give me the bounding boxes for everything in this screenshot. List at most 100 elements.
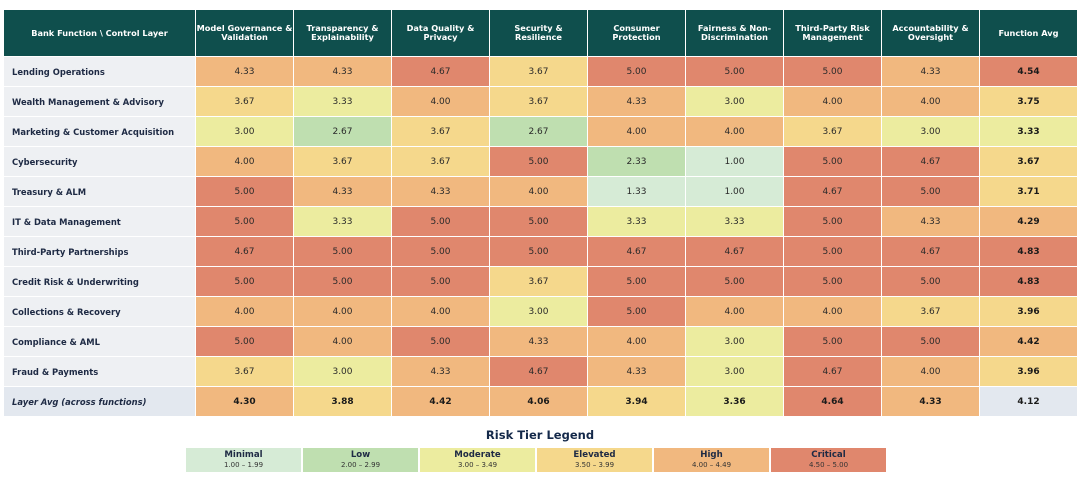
column-header: Consumer Protection: [587, 9, 686, 57]
corner-header: Bank Function \ Control Layer: [3, 9, 196, 57]
legend-tier-range: 3.00 – 3.49: [457, 461, 498, 469]
heatmap-cell: 5.00: [587, 266, 686, 297]
table-row: Marketing & Customer Acquisition 3.00 2.67…: [3, 116, 1078, 147]
legend-item-elevated: Elevated 3.50 – 3.99: [536, 447, 653, 473]
heatmap-cell: 5.00: [391, 326, 490, 357]
heatmap-cell: 4.33: [587, 356, 686, 387]
row-label: Third-Party Partnerships: [3, 236, 196, 267]
table-row: Compliance & AML 5.00 4.00 5.00 4.33 4.00 3.00…: [3, 326, 1078, 357]
heatmap-cell: 5.00: [685, 266, 784, 297]
heatmap-cell: 3.00: [685, 326, 784, 357]
heatmap-cell: 5.00: [391, 266, 490, 297]
table-row: Third-Party Partnerships 4.67 5.00 5.00 5.00…: [3, 236, 1078, 267]
legend-tier-name: Minimal: [224, 450, 263, 460]
row-label: IT & Data Management: [3, 206, 196, 237]
heatmap-cell: 3.00: [881, 116, 980, 147]
column-header: Third-Party Risk Management: [783, 9, 882, 57]
legend-tier-range: 1.00 – 1.99: [223, 461, 264, 469]
function-avg-cell: 3.67: [979, 146, 1078, 177]
heatmap-cell: 4.00: [685, 116, 784, 147]
heatmap-cell: 3.00: [685, 356, 784, 387]
column-header: Fairness & Non-Discrimination: [685, 9, 784, 57]
heatmap-cell: 4.00: [587, 116, 686, 147]
legend-item-minimal: Minimal 1.00 – 1.99: [185, 447, 302, 473]
heatmap-cell: 3.67: [783, 116, 882, 147]
heatmap-cell: 3.33: [587, 206, 686, 237]
function-avg-cell: 4.29: [979, 206, 1078, 237]
row-label: Lending Operations: [3, 56, 196, 87]
heatmap-cell: 1.33: [587, 176, 686, 207]
column-header: Security & Resilience: [489, 9, 588, 57]
heatmap-cell: 4.67: [195, 236, 294, 267]
table-row: Credit Risk & Underwriting 5.00 5.00 5.00 3.…: [3, 266, 1078, 297]
heatmap-cell: 1.00: [685, 146, 784, 177]
heatmap-cell: 3.00: [685, 86, 784, 117]
heatmap-cell: 4.67: [489, 356, 588, 387]
function-avg-cell: 3.71: [979, 176, 1078, 207]
heatmap-cell: 5.00: [881, 176, 980, 207]
heatmap-cell: 4.00: [489, 176, 588, 207]
risk-heatmap: Bank Function \ Control Layer Model Gove…: [3, 9, 1078, 417]
function-avg-cell: 4.83: [979, 236, 1078, 267]
column-header: Data Quality & Privacy: [391, 9, 490, 57]
heatmap-cell: 3.67: [881, 296, 980, 327]
heatmap-cell: 2.67: [293, 116, 392, 147]
heatmap-cell: 4.33: [881, 206, 980, 237]
table-row: Cybersecurity 4.00 3.67 3.67 5.00 2.33 1.00 5.0…: [3, 146, 1078, 177]
table-row: Lending Operations 4.33 4.33 4.67 3.67 5.00 5.…: [3, 56, 1078, 87]
heatmap-cell: 5.00: [783, 236, 882, 267]
heatmap-cell: 4.00: [391, 296, 490, 327]
heatmap-cell: 4.00: [195, 296, 294, 327]
heatmap-cell: 4.33: [391, 356, 490, 387]
heatmap-cell: 5.00: [195, 266, 294, 297]
heatmap-cell: 5.00: [783, 206, 882, 237]
heatmap-cell: 5.00: [293, 266, 392, 297]
heatmap-cell: 3.67: [489, 86, 588, 117]
table-row: IT & Data Management 5.00 3.33 5.00 5.00 3.33…: [3, 206, 1078, 237]
heatmap-cell: 5.00: [587, 296, 686, 327]
heatmap-cell: 3.33: [293, 86, 392, 117]
table-row: Collections & Recovery 4.00 4.00 4.00 3.00 5.…: [3, 296, 1078, 327]
layer-avg-cell: 3.36: [685, 386, 784, 417]
column-header: Accountability & Oversight: [881, 9, 980, 57]
legend-tier-range: 2.00 – 2.99: [340, 461, 381, 469]
legend-tier-range: 4.50 – 5.00: [808, 461, 849, 469]
function-avg-cell: 3.96: [979, 296, 1078, 327]
table-row: Wealth Management & Advisory 3.67 3.33 4.00…: [3, 86, 1078, 117]
table-row: Fraud & Payments 3.67 3.00 4.33 4.67 4.33 3.00…: [3, 356, 1078, 387]
layer-avg-cell: 4.06: [489, 386, 588, 417]
heatmap-cell: 2.67: [489, 116, 588, 147]
heatmap-cell: 4.00: [587, 326, 686, 357]
heatmap-cell: 4.00: [391, 86, 490, 117]
heatmap-cell: 5.00: [195, 176, 294, 207]
header-row: Bank Function \ Control Layer Model Gove…: [3, 9, 1078, 57]
heatmap-cell: 3.00: [293, 356, 392, 387]
heatmap-cell: 4.67: [685, 236, 784, 267]
legend: Minimal 1.00 – 1.99 Low 2.00 – 2.99 Moderate…: [185, 447, 887, 473]
heatmap-cell: 4.67: [881, 146, 980, 177]
legend-tier-range: 4.00 – 4.49: [691, 461, 732, 469]
heatmap-cell: 5.00: [783, 266, 882, 297]
heatmap-cell: 4.00: [293, 296, 392, 327]
overall-avg-cell: 4.12: [979, 386, 1078, 417]
heatmap-cell: 5.00: [195, 326, 294, 357]
heatmap-cell: 3.67: [195, 86, 294, 117]
legend-tier-name: Critical: [811, 450, 846, 460]
function-avg-cell: 3.75: [979, 86, 1078, 117]
legend-item-critical: Critical 4.50 – 5.00: [770, 447, 887, 473]
heatmap-cell: 5.00: [391, 206, 490, 237]
heatmap-cell: 5.00: [489, 206, 588, 237]
layer-avg-cell: 4.30: [195, 386, 294, 417]
heatmap-cell: 5.00: [783, 146, 882, 177]
heatmap-cell: 4.67: [881, 236, 980, 267]
heatmap-cell: 4.33: [195, 56, 294, 87]
row-label: Treasury & ALM: [3, 176, 196, 207]
heatmap-cell: 4.00: [783, 296, 882, 327]
heatmap-cell: 5.00: [489, 236, 588, 267]
heatmap-cell: 5.00: [391, 236, 490, 267]
function-avg-cell: 4.42: [979, 326, 1078, 357]
heatmap-cell: 1.00: [685, 176, 784, 207]
legend-item-low: Low 2.00 – 2.99: [302, 447, 419, 473]
heatmap-cell: 3.67: [195, 356, 294, 387]
layer-avg-label: Layer Avg (across functions): [3, 386, 196, 417]
